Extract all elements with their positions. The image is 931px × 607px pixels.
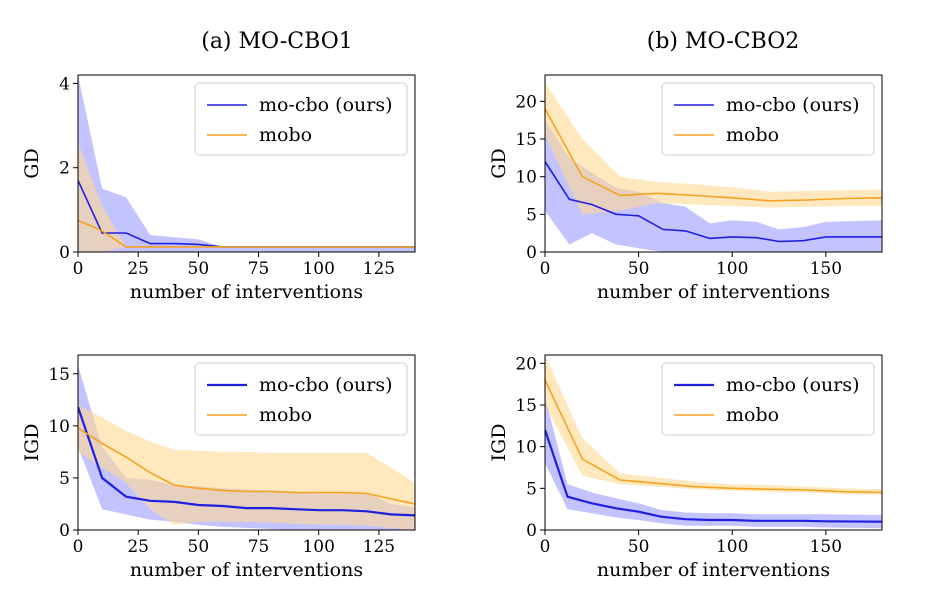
confidence-band-mobo xyxy=(78,142,415,252)
panel-b-bottom: 0 50 100 150 0 5 10 15 20 number of interventions… xyxy=(488,354,883,581)
panel-a-top: 0 25 50 75 100 125 0 2 4 number of interventions G… xyxy=(21,74,416,303)
x-tick-label: 150 xyxy=(810,259,842,279)
x-tick-label: 100 xyxy=(302,259,334,279)
y-tick-label: 20 xyxy=(515,92,537,112)
series-line-mo-cbo xyxy=(545,429,882,523)
legend-label-mo-cbo: mo-cbo (ours) xyxy=(259,94,393,116)
y-tick-label: 0 xyxy=(59,521,70,541)
axes-frame xyxy=(77,74,416,253)
series-line-mo-cbo xyxy=(545,161,882,243)
plot-area xyxy=(545,355,882,529)
x-tick-label: 50 xyxy=(188,537,210,557)
x-axis-label: number of interventions xyxy=(130,559,363,581)
x-tick-label: 75 xyxy=(248,259,270,279)
y-tick-label: 15 xyxy=(515,396,537,416)
x-tick-label: 100 xyxy=(302,537,334,557)
y-tick-label: 10 xyxy=(515,168,537,188)
legend-label-mobo: mobo xyxy=(259,124,312,146)
legend-label-mobo: mobo xyxy=(259,404,312,426)
y-axis-label: IGD xyxy=(21,424,43,462)
y-tick-label: 10 xyxy=(515,438,537,458)
legend-box xyxy=(661,82,875,156)
y-tick-label: 5 xyxy=(526,205,537,225)
x-axis-label: number of interventions xyxy=(597,281,830,303)
column-title-a: (a) MO-CBO1 xyxy=(201,29,353,54)
x-tick-label: 125 xyxy=(363,259,395,279)
axes-frame xyxy=(544,74,883,253)
x-tick-label: 25 xyxy=(127,537,149,557)
axes-frame xyxy=(544,354,883,531)
series-line-mobo xyxy=(78,219,415,248)
legend-box xyxy=(194,82,408,156)
y-tick-label: 4 xyxy=(59,74,70,94)
legend-box xyxy=(194,362,408,436)
plot-area xyxy=(545,82,882,252)
y-tick-label: 0 xyxy=(59,243,70,263)
y-tick-label: 15 xyxy=(515,130,537,150)
x-tick-label: 100 xyxy=(716,259,748,279)
series-line-mobo xyxy=(545,108,882,202)
legend-label-mo-cbo: mo-cbo (ours) xyxy=(259,374,393,396)
y-axis-label: GD xyxy=(21,148,43,178)
legend-label-mo-cbo: mo-cbo (ours) xyxy=(726,94,860,116)
series-line-mobo xyxy=(78,427,415,505)
panel-a-bottom: 0 25 50 75 100 125 0 5 10 15 number of interventio… xyxy=(21,354,416,581)
legend-label-mo-cbo: mo-cbo (ours) xyxy=(726,374,860,396)
plot-area xyxy=(78,75,415,252)
legend-label-mobo: mobo xyxy=(726,124,779,146)
y-tick-label: 15 xyxy=(48,365,70,385)
confidence-band-mobo xyxy=(545,82,882,215)
x-axis-label: number of interventions xyxy=(597,559,830,581)
x-tick-label: 0 xyxy=(540,537,551,557)
legend: mo-cbo (ours) mobo xyxy=(194,362,408,436)
x-tick-label: 0 xyxy=(73,259,84,279)
legend-box xyxy=(661,362,875,436)
series-line-mo-cbo xyxy=(78,406,415,517)
legend: mo-cbo (ours) mobo xyxy=(661,82,875,156)
y-tick-label: 2 xyxy=(59,159,70,179)
x-tick-label: 50 xyxy=(628,259,650,279)
series-line-mobo xyxy=(545,379,882,494)
column-title-b: (b) MO-CBO2 xyxy=(647,29,800,54)
y-tick-label: 0 xyxy=(526,521,537,541)
x-tick-label: 0 xyxy=(73,537,84,557)
x-tick-label: 50 xyxy=(628,537,650,557)
x-tick-label: 25 xyxy=(127,259,149,279)
x-tick-label: 100 xyxy=(716,537,748,557)
y-tick-label: 5 xyxy=(59,469,70,489)
axes-frame xyxy=(77,354,416,531)
confidence-band-mo-cbo xyxy=(545,120,882,252)
y-tick-label: 0 xyxy=(526,243,537,263)
panel-b-top: 0 50 100 150 0 5 10 15 20 number of interventions… xyxy=(488,74,883,303)
x-tick-label: 50 xyxy=(188,259,210,279)
legend: mo-cbo (ours) mobo xyxy=(661,362,875,436)
confidence-band-mobo xyxy=(78,405,415,530)
x-tick-label: 75 xyxy=(248,537,270,557)
x-tick-label: 0 xyxy=(540,259,551,279)
y-axis-label: IGD xyxy=(488,424,510,462)
y-tick-label: 5 xyxy=(526,479,537,499)
y-axis-label: GD xyxy=(488,148,510,178)
x-axis-label: number of interventions xyxy=(130,281,363,303)
confidence-band-mo-cbo xyxy=(545,396,882,529)
y-tick-label: 10 xyxy=(48,417,70,437)
x-tick-label: 125 xyxy=(363,537,395,557)
legend: mo-cbo (ours) mobo xyxy=(194,82,408,156)
legend-label-mobo: mobo xyxy=(726,404,779,426)
plot-area xyxy=(78,365,415,530)
y-tick-label: 20 xyxy=(515,354,537,374)
x-tick-label: 150 xyxy=(810,537,842,557)
